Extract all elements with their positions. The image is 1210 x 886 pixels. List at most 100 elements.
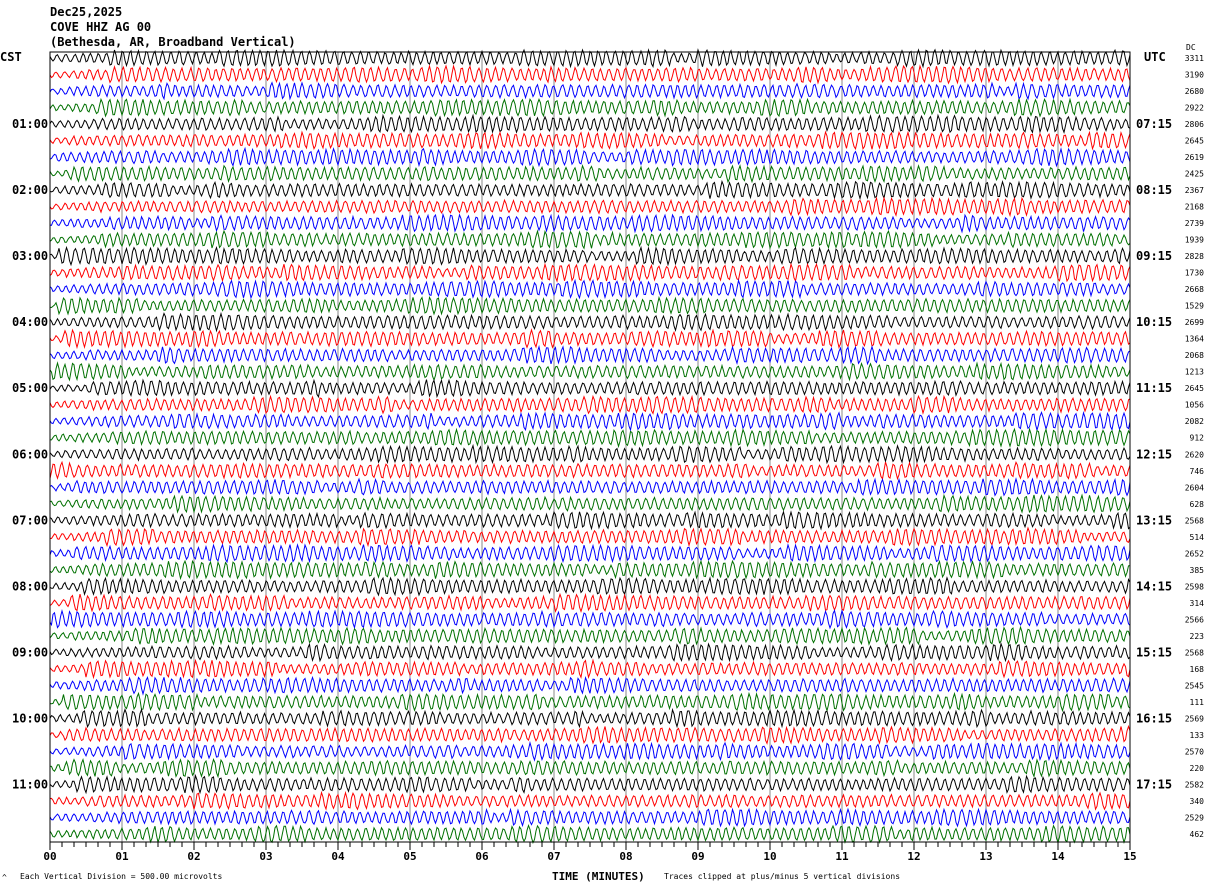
trace-row [49, 757, 1131, 779]
trace-row [49, 641, 1131, 663]
cst-hour-label: 01:00 [12, 117, 48, 131]
utc-hour-label: 10:15 [1136, 315, 1172, 329]
row-dc-value: 462 [1190, 830, 1205, 839]
utc-hour-label: 16:15 [1136, 711, 1172, 725]
x-axis-title: TIME (MINUTES) [552, 870, 645, 883]
row-dc-value: 912 [1190, 434, 1205, 443]
trace-row [49, 823, 1131, 845]
trace-row [49, 460, 1131, 481]
scale-icon: ^ [2, 873, 7, 882]
utc-hour-label: 14:15 [1136, 579, 1172, 593]
trace-row [49, 196, 1131, 218]
row-dc-value: 2068 [1185, 351, 1204, 360]
trace-row [49, 64, 1131, 85]
trace-row [49, 658, 1131, 680]
trace-row [49, 807, 1131, 828]
row-dc-value: 2739 [1185, 219, 1204, 228]
traces [49, 48, 1131, 845]
cst-hour-label: 06:00 [12, 447, 48, 461]
row-dc-value: 2922 [1185, 104, 1204, 113]
row-dc-value: 1529 [1185, 302, 1204, 311]
row-dc-value: 746 [1190, 467, 1205, 476]
cst-hour-label: 03:00 [12, 249, 48, 263]
scale-note: Each Vertical Division = 500.00 microvol… [20, 872, 222, 881]
row-dc-value: 2570 [1185, 747, 1204, 756]
row-dc-value: 2566 [1185, 615, 1204, 624]
x-tick-label: 11 [835, 850, 849, 863]
trace-row [49, 212, 1131, 234]
row-dc-value: 168 [1190, 665, 1205, 674]
utc-hour-label: 09:15 [1136, 249, 1172, 263]
x-tick-label: 08 [619, 850, 632, 863]
row-dc-value: 2568 [1185, 648, 1204, 657]
utc-hour-label: 15:15 [1136, 645, 1172, 659]
row-dc-value: 2545 [1185, 681, 1204, 690]
clip-note: Traces clipped at plus/minus 5 vertical … [664, 872, 900, 881]
row-dc-value: 3311 [1185, 54, 1204, 63]
x-tick-label: 06 [475, 850, 489, 863]
x-tick-label: 14 [1051, 850, 1065, 863]
trace-row [49, 146, 1131, 168]
cst-hour-label: 10:00 [12, 711, 48, 725]
row-dc-value: 2806 [1185, 120, 1204, 129]
row-dc-value: 2604 [1185, 483, 1204, 492]
row-dc-value: 1213 [1185, 368, 1204, 377]
trace-row [49, 344, 1131, 366]
row-dc-value: 2529 [1185, 813, 1204, 822]
utc-hour-label: 07:15 [1136, 117, 1172, 131]
station-label: COVE HHZ AG 00 [50, 20, 151, 34]
utc-hour-label: 12:15 [1136, 447, 1172, 461]
row-dc-value: 3190 [1185, 71, 1204, 80]
row-dc-value: 1939 [1185, 236, 1204, 245]
row-dc-value: 2619 [1185, 153, 1204, 162]
trace-row [49, 691, 1131, 713]
trace-row [49, 510, 1131, 531]
dc-header: DC [1186, 43, 1196, 52]
row-dc-value: 340 [1190, 797, 1205, 806]
trace-row [49, 707, 1131, 729]
x-tick-label: 00 [43, 850, 56, 863]
utc-hour-label: 17:15 [1136, 777, 1172, 791]
row-dc-value: 2425 [1185, 170, 1204, 179]
trace-row [49, 576, 1131, 597]
trace-row [50, 427, 1131, 449]
trace-row [49, 262, 1131, 283]
cst-hour-label: 09:00 [12, 645, 48, 659]
trace-row [49, 443, 1131, 465]
x-tick-label: 13 [979, 850, 992, 863]
row-dc-value: 385 [1190, 566, 1205, 575]
row-dc-value: 2082 [1185, 417, 1204, 426]
row-dc-value: 2367 [1185, 186, 1204, 195]
row-dc-value: 2569 [1185, 714, 1204, 723]
trace-row [49, 113, 1131, 135]
trace-row [49, 361, 1131, 382]
x-axis: 00 01 02 03 04 05 06 07 08 09 10 11 12 13 14 15 [43, 842, 1137, 863]
row-dc-value: 2668 [1185, 285, 1204, 294]
cst-hour-label: 04:00 [12, 315, 48, 329]
trace-row [49, 130, 1131, 151]
trace-row [49, 328, 1131, 350]
utc-hour-label: 11:15 [1136, 381, 1172, 395]
trace-row [49, 526, 1131, 548]
location-label: (Bethesda, AR, Broadband Vertical) [50, 35, 296, 49]
right-timezone: UTC [1144, 50, 1166, 64]
cst-hour-label: 02:00 [12, 183, 48, 197]
x-tick-label: 05 [403, 850, 416, 863]
utc-hour-label: 13:15 [1136, 513, 1172, 527]
x-tick-label: 01 [115, 850, 129, 863]
left-timezone: CST [0, 50, 22, 64]
cst-hour-label: 08:00 [12, 579, 48, 593]
trace-row [49, 592, 1131, 614]
cst-hour-label: 05:00 [12, 381, 48, 395]
trace-row [49, 81, 1131, 101]
x-tick-label: 12 [907, 850, 920, 863]
row-dc-value: 2598 [1185, 582, 1204, 591]
row-dc-value: 2620 [1185, 450, 1204, 459]
x-tick-label: 07 [547, 850, 560, 863]
row-dc-value: 2828 [1185, 252, 1204, 261]
trace-row [49, 295, 1131, 316]
row-dc-value: 133 [1190, 731, 1205, 740]
row-dc-value: 223 [1190, 632, 1205, 641]
date-label: Dec25,2025 [50, 5, 122, 19]
